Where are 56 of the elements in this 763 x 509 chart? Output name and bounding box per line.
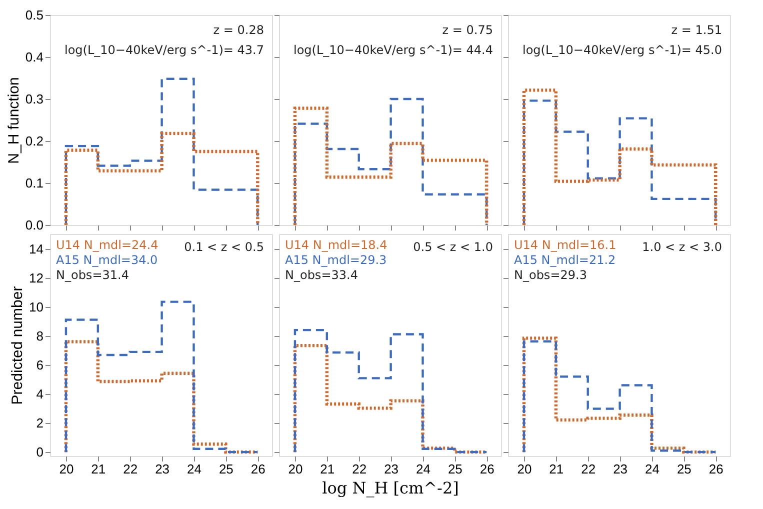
- annotation: z = 0.75: [442, 23, 493, 37]
- annotation: N_obs=33.4: [285, 268, 358, 282]
- x-tick-label: 21: [320, 462, 335, 476]
- y-tick-label: 0.5: [25, 8, 44, 22]
- y-tick-label: 10: [29, 300, 44, 315]
- y-tick-label: 0.4: [25, 50, 44, 64]
- y-tick-label: 12: [29, 270, 44, 286]
- y-tick-label: 0.2: [25, 134, 44, 148]
- x-tick-label: 21: [91, 462, 106, 476]
- x-tick-label: 25: [448, 462, 462, 476]
- annotation: 0.5 < z < 1.0: [413, 240, 493, 254]
- y-tick-label: 4: [36, 386, 44, 402]
- y-tick-label: 0: [36, 444, 44, 460]
- x-axis-title: log N_H [cm^-2]: [322, 478, 459, 498]
- annotation: U14 N_mdl=16.1: [514, 238, 616, 252]
- annotation: U14 N_mdl=18.4: [285, 238, 388, 252]
- x-tick-label: 22: [123, 462, 138, 476]
- annotation: log(L_10−40keV/erg s^-1)= 45.0: [522, 43, 722, 57]
- x-tick-label: 26: [250, 462, 266, 476]
- x-tick-label: 25: [676, 462, 692, 476]
- annotation: z = 1.51: [671, 23, 722, 37]
- annotation: A15 N_mdl=21.2: [514, 253, 616, 267]
- y-tick-label: 0.1: [25, 176, 44, 190]
- y-tick-label: 6: [36, 358, 44, 373]
- y-tick-label: 0.0: [25, 218, 44, 232]
- annotation: log(L_10−40keV/erg s^-1)= 44.4: [294, 43, 493, 57]
- x-tick-label: 22: [581, 462, 596, 476]
- x-tick-label: 25: [218, 462, 234, 476]
- annotation: 1.0 < z < 3.0: [642, 240, 722, 254]
- y-tick-label: 14: [29, 242, 44, 257]
- x-tick-label: 24: [416, 462, 430, 476]
- x-tick-label: 20: [517, 462, 532, 476]
- y-tick-label: 2: [36, 416, 44, 431]
- y-axis-title: Predicted number: [9, 286, 26, 405]
- x-tick-label: 23: [613, 462, 628, 476]
- x-tick-label: 23: [384, 462, 399, 476]
- annotation: A15 N_mdl=34.0: [56, 253, 158, 267]
- annotation: N_obs=29.3: [514, 268, 587, 282]
- x-tick-label: 20: [59, 462, 74, 476]
- x-tick-label: 21: [549, 462, 564, 476]
- annotation: N_obs=31.4: [56, 268, 129, 282]
- annotation: z = 0.28: [213, 23, 264, 37]
- x-tick-label: 23: [155, 462, 170, 476]
- x-tick-label: 26: [708, 462, 724, 476]
- y-tick-label: 0.3: [25, 92, 44, 106]
- annotation: log(L_10−40keV/erg s^-1)= 43.7: [64, 43, 264, 57]
- annotation: U14 N_mdl=24.4: [56, 238, 158, 252]
- y-axis-title: N_H function: [5, 77, 22, 164]
- annotation: A15 N_mdl=29.3: [285, 253, 387, 267]
- x-tick-label: 22: [352, 462, 367, 476]
- x-tick-label: 24: [187, 462, 202, 476]
- y-tick-label: 8: [36, 328, 44, 344]
- x-tick-label: 26: [480, 462, 494, 476]
- x-tick-label: 24: [645, 462, 660, 476]
- annotation: 0.1 < z < 0.5: [184, 240, 264, 254]
- x-tick-label: 20: [288, 462, 303, 476]
